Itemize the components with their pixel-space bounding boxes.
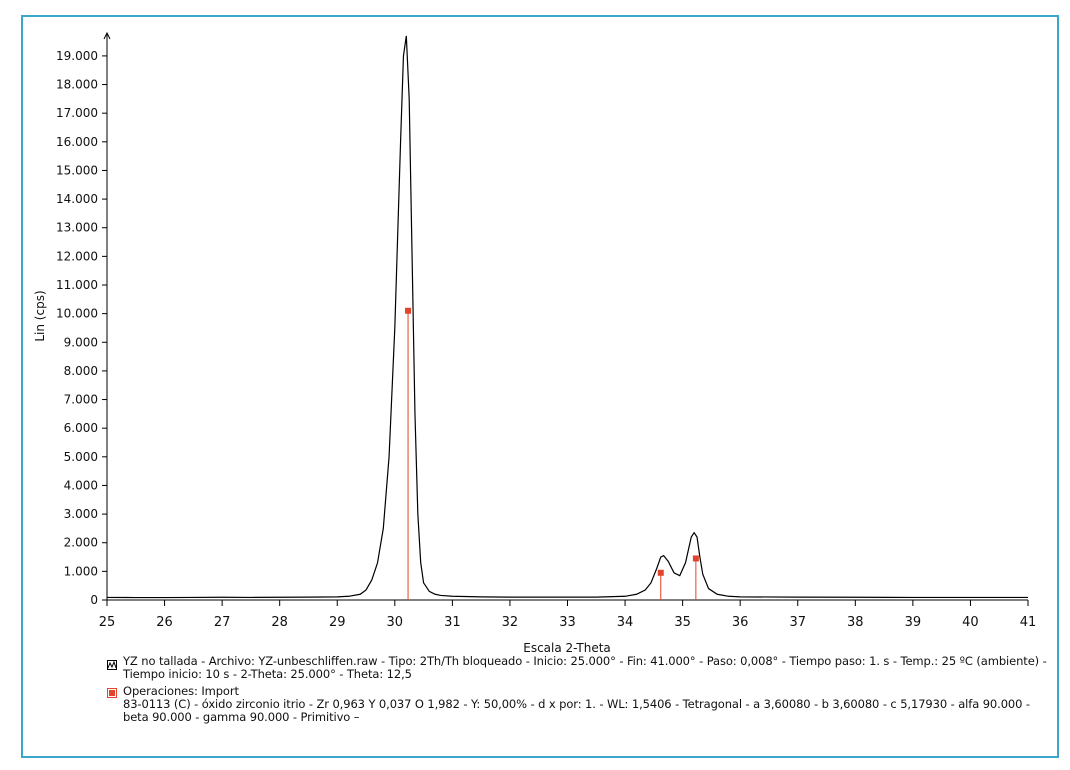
y-tick-label: 18.000 — [56, 78, 98, 92]
y-tick-label: 2.000 — [64, 536, 98, 550]
y-tick-label: 17.000 — [56, 106, 98, 120]
reference-marker — [692, 555, 699, 562]
frame — [21, 15, 1059, 758]
y-axis-label: Lin (cps) — [33, 290, 47, 341]
x-tick-label: 38 — [847, 615, 864, 630]
y-tick-label: 7.000 — [64, 393, 98, 407]
y-tick-label: 6.000 — [64, 421, 98, 435]
x-axis-label: Escala 2-Theta — [523, 641, 611, 655]
y-tick-label: 16.000 — [56, 135, 98, 149]
x-tick-label: 27 — [214, 615, 231, 630]
reference-marker — [405, 307, 412, 314]
x-tick-label: 31 — [444, 615, 461, 630]
x-tick-label: 29 — [329, 615, 346, 630]
x-tick-label: 25 — [99, 615, 116, 630]
x-tick-label: 28 — [271, 615, 288, 630]
reference-description: 83-0113 (C) - óxido zirconio itrio - Zr … — [123, 697, 1030, 724]
y-tick-label: 11.000 — [56, 278, 98, 292]
reference-marker — [657, 569, 664, 576]
y-tick-label: 5.000 — [64, 450, 98, 464]
y-tick-label: 4.000 — [64, 478, 98, 492]
legend-entry: Operaciones: Import — [123, 684, 239, 698]
x-tick-label: 30 — [387, 615, 404, 630]
y-tick-label: 0 — [90, 593, 98, 607]
y-tick-label: 14.000 — [56, 192, 98, 206]
y-tick-label: 3.000 — [64, 507, 98, 521]
y-tick-label: 15.000 — [56, 163, 98, 177]
y-tick-label: 8.000 — [64, 364, 98, 378]
y-tick-label: 9.000 — [64, 335, 98, 349]
diffraction-line — [106, 35, 1028, 599]
x-tick-label: 33 — [559, 615, 576, 630]
axis-arrow — [103, 31, 111, 40]
x-tick-label: 34 — [617, 615, 634, 630]
x-tick-label: 40 — [962, 615, 979, 630]
legend-entry: YZ no tallada - Archivo: YZ-unbeschliffe… — [123, 654, 1047, 681]
x-tick-label: 36 — [732, 615, 749, 630]
x-tick-label: 35 — [674, 615, 691, 630]
y-tick-label: 12.000 — [56, 249, 98, 263]
y-tick-label: 10.000 — [56, 307, 98, 321]
y-tick-label: 13.000 — [56, 221, 98, 235]
y-tick-label: 1.000 — [64, 564, 98, 578]
x-tick-label: 41 — [1020, 615, 1037, 630]
legend-icon — [107, 660, 117, 670]
x-tick-label: 39 — [905, 615, 922, 630]
x-tick-label: 37 — [789, 615, 806, 630]
y-tick-label: 19.000 — [56, 49, 98, 63]
x-tick-label: 32 — [502, 615, 519, 630]
x-tick-label: 26 — [156, 615, 173, 630]
legend-icon — [107, 688, 117, 698]
